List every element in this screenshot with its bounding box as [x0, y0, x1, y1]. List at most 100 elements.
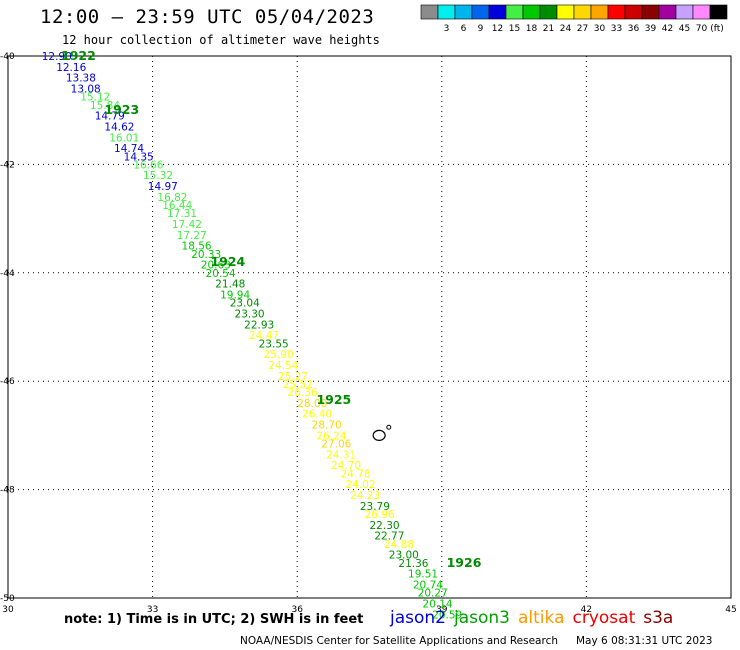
colorbar-swatch	[454, 4, 473, 20]
x-tick-label: 36	[291, 605, 303, 615]
colorbar-label: 18	[526, 24, 538, 34]
swh-value-label: 14.62	[104, 121, 134, 133]
satellite-jason3: jason3	[454, 608, 510, 628]
colorbar-swatch	[692, 4, 711, 20]
swh-value-label: 27.06	[321, 439, 351, 451]
colorbar-swatch	[522, 4, 541, 20]
colorbar-swatch	[539, 4, 558, 20]
swh-value-label: 14.97	[148, 181, 178, 193]
swh-value-label: 23.30	[235, 308, 265, 320]
swh-value-label: 24.47	[249, 330, 279, 342]
y-tick-label: -42	[0, 160, 15, 170]
colorbar-label: 33	[611, 24, 622, 34]
credit-timestamp: May 6 08:31:31 UTC 2023	[576, 635, 713, 647]
satellite-jason2: jason2	[390, 608, 446, 628]
x-tick-label: 42	[581, 605, 592, 615]
y-tick-label: -50	[0, 594, 15, 604]
colorbar-swatch	[675, 4, 694, 20]
x-tick-label: 39	[436, 605, 448, 615]
swh-value-label: 25.90	[263, 349, 293, 361]
colorbar-label: 45	[679, 24, 690, 34]
y-tick-label: -44	[0, 269, 15, 279]
swh-value-label: 24.78	[341, 468, 371, 480]
swh-value-label: 12.90	[42, 51, 72, 63]
swh-value-label: 25.52	[283, 379, 313, 391]
swh-value-label: 20.27	[418, 588, 448, 600]
colorbar-swatch	[658, 4, 677, 20]
colorbar-label: 30	[594, 24, 606, 34]
swh-value-label: 13.38	[66, 73, 96, 85]
swh-value-label: 24.31	[326, 449, 356, 461]
swh-value-label: 25.27	[278, 371, 308, 383]
swh-value-label: 17.27	[177, 230, 207, 242]
swh-value-label: 15.84	[90, 100, 120, 112]
island-outline	[372, 429, 386, 441]
swh-value-label: 26.36	[288, 387, 318, 399]
satellite-altika: altika	[518, 608, 565, 628]
swh-value-label: 26.40	[302, 409, 332, 421]
swh-value-label: 14.35	[124, 151, 154, 163]
swh-value-label: 20.63	[201, 260, 231, 272]
swh-value-label: 20.54	[206, 268, 236, 280]
satellite-s3a: s3a	[643, 608, 674, 628]
time-label: 1924	[210, 254, 245, 269]
plot-frame	[7, 55, 732, 599]
swh-value-label: 16.44	[162, 200, 192, 212]
swh-value-label: 26.24	[316, 430, 346, 442]
swh-value-label: 24.23	[350, 490, 380, 502]
colorbar-label: 70	[696, 24, 708, 34]
swh-value-label: 22.77	[374, 531, 404, 543]
swh-value-label: 15.12	[80, 92, 110, 104]
swh-value-label: 20.74	[413, 579, 443, 591]
satellite-cryosat: cryosat	[572, 608, 636, 628]
colorbar-swatch	[624, 4, 643, 20]
colorbar-label: 36	[628, 24, 640, 34]
colorbar-label: 24	[560, 24, 572, 34]
swh-value-label: 24.02	[345, 479, 375, 491]
swh-value-label: 21.36	[398, 558, 428, 570]
credit-source: NOAA/NESDIS Center for Satellite Applica…	[240, 635, 558, 647]
colorbar-swatch	[488, 4, 507, 20]
swh-value-label: 24.88	[384, 539, 414, 551]
colorbar-swatch	[590, 4, 609, 20]
swh-value-label: 16.82	[157, 192, 187, 204]
y-tick-label: -46	[0, 377, 15, 387]
colorbar-label: 3	[444, 24, 450, 34]
colorbar-label: 39	[645, 24, 657, 34]
colorbar-swatch	[505, 4, 524, 20]
swh-value-label: 22.30	[370, 520, 400, 532]
colorbar-swatch	[437, 4, 456, 20]
swh-value-label: 20.14	[423, 598, 453, 610]
swh-value-label: 21.48	[215, 279, 245, 291]
y-tick-label: -48	[0, 486, 15, 496]
swh-value-label: 19.94	[220, 289, 250, 301]
colorbar-swatch	[573, 4, 592, 20]
colorbar-label: 15	[509, 24, 520, 34]
colorbar-swatch	[420, 4, 439, 20]
swh-value-label: 23.79	[360, 501, 390, 513]
colorbar-label: 21	[543, 24, 554, 34]
colorbar-label: 42	[662, 24, 673, 34]
swh-value-label: 20.59	[432, 609, 462, 621]
page-title: 12:00 — 23:59 UTC 05/04/2023	[40, 6, 375, 28]
swh-value-label: 23.04	[230, 298, 260, 310]
swh-value-label: 24.54	[268, 360, 298, 372]
colorbar-swatch	[607, 4, 626, 20]
swh-value-label: 16.01	[109, 132, 139, 144]
satellite-legend: jason2 jason3 altika cryosat s3a	[390, 608, 681, 628]
y-tick-label: -40	[0, 52, 15, 62]
colorbar-label: 9	[478, 24, 484, 34]
swh-value-label: 23.55	[259, 338, 289, 350]
swh-value-label: 22.93	[244, 319, 274, 331]
time-label: 1922	[61, 48, 96, 63]
island-outline	[386, 424, 392, 430]
swh-value-label: 26.96	[365, 509, 395, 521]
swh-value-label: 28.70	[312, 420, 342, 432]
swh-value-label: 17.31	[167, 208, 197, 220]
colorbar-unit-label: (ft)	[710, 24, 724, 34]
swh-value-label: 24.70	[331, 460, 361, 472]
time-label: 1926	[447, 555, 482, 570]
swh-value-label: 14.74	[114, 143, 144, 155]
colorbar-label: 12	[492, 24, 503, 34]
